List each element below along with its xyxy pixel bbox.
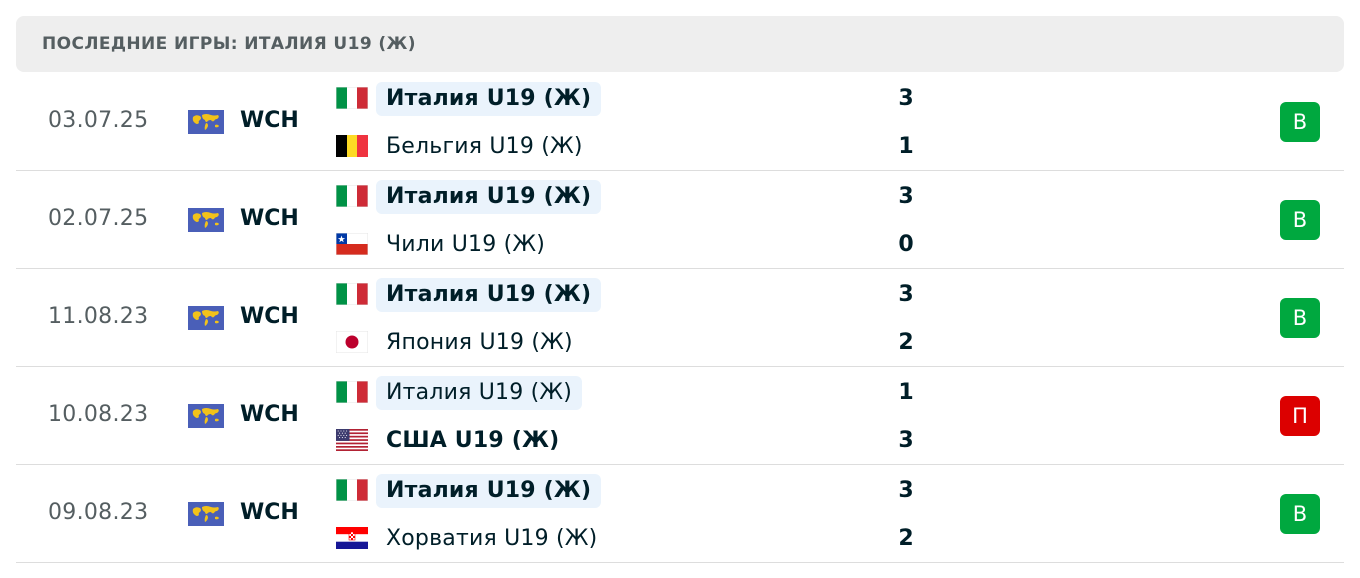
away-team-name: Япония U19 (Ж) bbox=[386, 330, 573, 355]
japan-flag-icon bbox=[336, 331, 368, 353]
away-score: 1 bbox=[898, 134, 914, 159]
match-row[interactable]: 11.08.23 WCH Италия U19 (Ж) Япония U19 (… bbox=[16, 270, 1344, 367]
away-team-name: Хорватия U19 (Ж) bbox=[386, 526, 598, 551]
section-header: ПОСЛЕДНИЕ ИГРЫ: ИТАЛИЯ U19 (Ж) bbox=[16, 16, 1344, 72]
home-team-name: Италия U19 (Ж) bbox=[376, 82, 602, 116]
home-score: 3 bbox=[898, 86, 914, 111]
italy-flag-icon bbox=[336, 283, 368, 305]
world-map-flag-icon bbox=[188, 306, 224, 330]
home-team-name: Италия U19 (Ж) bbox=[376, 180, 602, 214]
home-score: 3 bbox=[898, 184, 914, 209]
home-team-name: Италия U19 (Ж) bbox=[376, 474, 602, 508]
result-badge: В bbox=[1280, 200, 1320, 240]
home-team-name: Италия U19 (Ж) bbox=[376, 278, 602, 312]
belgium-flag-icon bbox=[336, 135, 368, 157]
home-score: 3 bbox=[898, 282, 914, 307]
result-badge: В bbox=[1280, 298, 1320, 338]
result-badge: В bbox=[1280, 494, 1320, 534]
italy-flag-icon bbox=[336, 479, 368, 501]
italy-flag-icon bbox=[336, 87, 368, 109]
away-team-name: США U19 (Ж) bbox=[386, 428, 560, 453]
tournament-code: WCH bbox=[240, 500, 299, 525]
world-map-flag-icon bbox=[188, 110, 224, 134]
away-score: 0 bbox=[898, 232, 914, 257]
home-score: 3 bbox=[898, 478, 914, 503]
section-title: ПОСЛЕДНИЕ ИГРЫ: ИТАЛИЯ U19 (Ж) bbox=[42, 34, 416, 54]
tournament-code: WCH bbox=[240, 206, 299, 231]
match-date: 02.07.25 bbox=[48, 206, 149, 231]
world-map-flag-icon bbox=[188, 208, 224, 232]
match-date: 03.07.25 bbox=[48, 108, 149, 133]
chile-flag-icon bbox=[336, 233, 368, 255]
match-date: 11.08.23 bbox=[48, 304, 149, 329]
result-badge: В bbox=[1280, 102, 1320, 142]
italy-flag-icon bbox=[336, 381, 368, 403]
away-score: 3 bbox=[898, 428, 914, 453]
tournament-code: WCH bbox=[240, 304, 299, 329]
home-team-name: Италия U19 (Ж) bbox=[376, 376, 583, 410]
match-date: 09.08.23 bbox=[48, 500, 149, 525]
match-row[interactable]: 03.07.25 WCH Италия U19 (Ж) Бельгия U19 … bbox=[16, 74, 1344, 171]
tournament-code: WCH bbox=[240, 402, 299, 427]
away-team-name: Бельгия U19 (Ж) bbox=[386, 134, 583, 159]
usa-flag-icon bbox=[336, 429, 368, 451]
match-row[interactable]: 09.08.23 WCH Италия U19 (Ж) Хорватия U19… bbox=[16, 466, 1344, 563]
italy-flag-icon bbox=[336, 185, 368, 207]
match-row[interactable]: 10.08.23 WCH Италия U19 (Ж) США U19 (Ж) … bbox=[16, 368, 1344, 465]
result-badge: П bbox=[1280, 396, 1320, 436]
away-score: 2 bbox=[898, 526, 914, 551]
away-team-name: Чили U19 (Ж) bbox=[386, 232, 546, 257]
tournament-code: WCH bbox=[240, 108, 299, 133]
away-score: 2 bbox=[898, 330, 914, 355]
world-map-flag-icon bbox=[188, 404, 224, 428]
croatia-flag-icon bbox=[336, 527, 368, 549]
match-row[interactable]: 02.07.25 WCH Италия U19 (Ж) Чили U19 (Ж)… bbox=[16, 172, 1344, 269]
match-date: 10.08.23 bbox=[48, 402, 149, 427]
home-score: 1 bbox=[898, 380, 914, 405]
world-map-flag-icon bbox=[188, 502, 224, 526]
